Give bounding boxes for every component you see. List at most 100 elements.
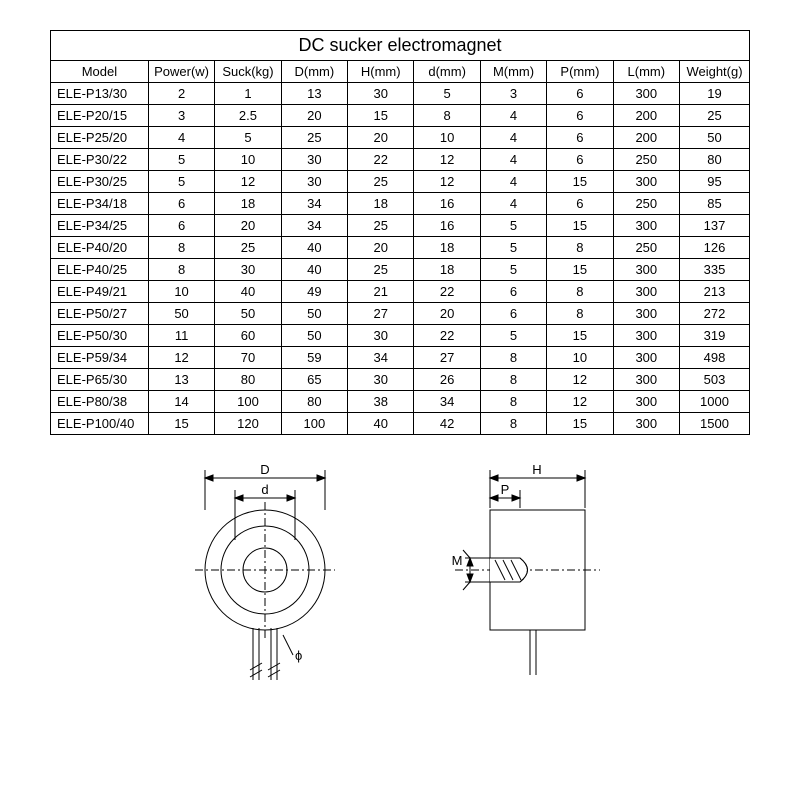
value-cell: 4 <box>480 127 546 149</box>
table-row: ELE-P40/2082540201858250126 <box>51 237 750 259</box>
value-cell: 80 <box>680 149 750 171</box>
value-cell: 15 <box>547 325 613 347</box>
value-cell: 25 <box>680 105 750 127</box>
value-cell: 34 <box>281 215 347 237</box>
value-cell: 2.5 <box>215 105 281 127</box>
value-cell: 200 <box>613 105 679 127</box>
value-cell: 50 <box>281 303 347 325</box>
label-H: H <box>532 462 541 477</box>
value-cell: 22 <box>348 149 414 171</box>
model-cell: ELE-P59/34 <box>51 347 149 369</box>
value-cell: 13 <box>281 83 347 105</box>
value-cell: 25 <box>215 237 281 259</box>
value-cell: 6 <box>148 193 214 215</box>
value-cell: 12 <box>414 149 480 171</box>
value-cell: 10 <box>547 347 613 369</box>
value-cell: 12 <box>414 171 480 193</box>
model-cell: ELE-P25/20 <box>51 127 149 149</box>
value-cell: 19 <box>680 83 750 105</box>
value-cell: 5 <box>480 215 546 237</box>
value-cell: 38 <box>348 391 414 413</box>
label-phi: ϕ <box>295 648 302 663</box>
value-cell: 20 <box>348 127 414 149</box>
model-cell: ELE-P40/20 <box>51 237 149 259</box>
label-M: M <box>452 553 463 568</box>
value-cell: 18 <box>215 193 281 215</box>
value-cell: 40 <box>281 259 347 281</box>
value-cell: 50 <box>680 127 750 149</box>
model-cell: ELE-P13/30 <box>51 83 149 105</box>
diagram-front-view: D d <box>165 460 375 690</box>
model-cell: ELE-P80/38 <box>51 391 149 413</box>
value-cell: 12 <box>215 171 281 193</box>
value-cell: 21 <box>348 281 414 303</box>
value-cell: 20 <box>281 105 347 127</box>
value-cell: 34 <box>414 391 480 413</box>
label-P: P <box>501 482 510 497</box>
column-header: Model <box>51 61 149 83</box>
value-cell: 8 <box>547 237 613 259</box>
value-cell: 25 <box>348 259 414 281</box>
value-cell: 27 <box>348 303 414 325</box>
value-cell: 8 <box>148 237 214 259</box>
value-cell: 30 <box>215 259 281 281</box>
value-cell: 18 <box>348 193 414 215</box>
value-cell: 30 <box>348 83 414 105</box>
value-cell: 5 <box>215 127 281 149</box>
value-cell: 10 <box>148 281 214 303</box>
value-cell: 20 <box>414 303 480 325</box>
value-cell: 18 <box>414 237 480 259</box>
value-cell: 4 <box>480 149 546 171</box>
label-d: d <box>261 482 268 497</box>
value-cell: 42 <box>414 413 480 435</box>
value-cell: 10 <box>215 149 281 171</box>
table-row: ELE-P34/25620342516515300137 <box>51 215 750 237</box>
value-cell: 5 <box>148 171 214 193</box>
value-cell: 4 <box>480 193 546 215</box>
model-cell: ELE-P34/25 <box>51 215 149 237</box>
value-cell: 12 <box>148 347 214 369</box>
value-cell: 30 <box>281 171 347 193</box>
value-cell: 40 <box>215 281 281 303</box>
value-cell: 80 <box>281 391 347 413</box>
value-cell: 49 <box>281 281 347 303</box>
value-cell: 18 <box>414 259 480 281</box>
value-cell: 5 <box>414 83 480 105</box>
value-cell: 34 <box>281 193 347 215</box>
table-row: ELE-P30/225103022124625080 <box>51 149 750 171</box>
value-cell: 20 <box>215 215 281 237</box>
value-cell: 15 <box>547 259 613 281</box>
table-row: ELE-P25/20452520104620050 <box>51 127 750 149</box>
table-row: ELE-P34/186183418164625085 <box>51 193 750 215</box>
value-cell: 15 <box>547 215 613 237</box>
value-cell: 6 <box>480 303 546 325</box>
table-row: ELE-P65/301380653026812300503 <box>51 369 750 391</box>
value-cell: 27 <box>414 347 480 369</box>
model-cell: ELE-P100/40 <box>51 413 149 435</box>
value-cell: 120 <box>215 413 281 435</box>
value-cell: 5 <box>480 325 546 347</box>
table-row: ELE-P50/27505050272068300272 <box>51 303 750 325</box>
value-cell: 100 <box>281 413 347 435</box>
value-cell: 34 <box>348 347 414 369</box>
model-cell: ELE-P20/15 <box>51 105 149 127</box>
column-header: D(mm) <box>281 61 347 83</box>
value-cell: 95 <box>680 171 750 193</box>
value-cell: 8 <box>414 105 480 127</box>
value-cell: 300 <box>613 369 679 391</box>
value-cell: 335 <box>680 259 750 281</box>
spec-table: DC sucker electromagnet ModelPower(w)Suc… <box>50 30 750 435</box>
table-title: DC sucker electromagnet <box>51 31 750 61</box>
value-cell: 15 <box>348 105 414 127</box>
value-cell: 300 <box>613 215 679 237</box>
value-cell: 40 <box>281 237 347 259</box>
value-cell: 80 <box>215 369 281 391</box>
model-cell: ELE-P30/22 <box>51 149 149 171</box>
value-cell: 100 <box>215 391 281 413</box>
value-cell: 1500 <box>680 413 750 435</box>
value-cell: 40 <box>348 413 414 435</box>
value-cell: 15 <box>547 413 613 435</box>
value-cell: 300 <box>613 303 679 325</box>
value-cell: 16 <box>414 193 480 215</box>
column-header: L(mm) <box>613 61 679 83</box>
